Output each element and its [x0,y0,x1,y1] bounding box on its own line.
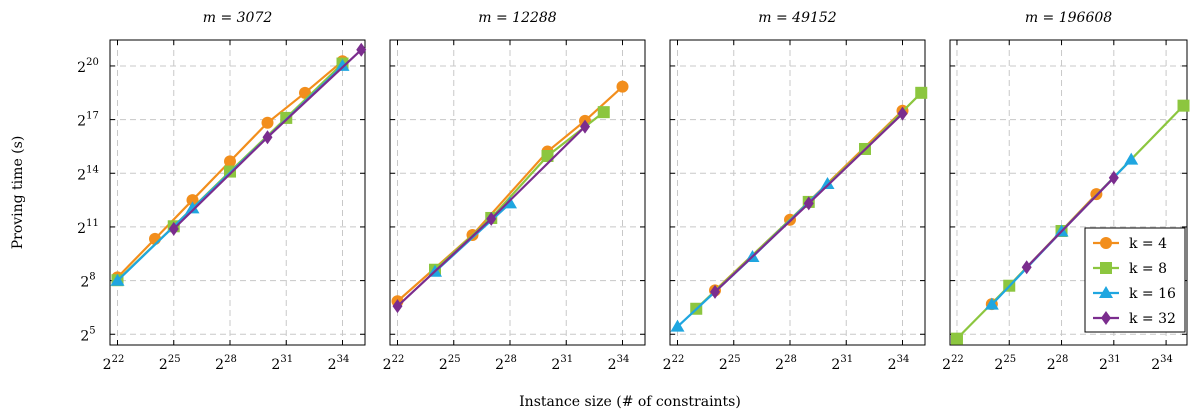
data-point [1108,170,1119,185]
legend-entry: k = 16 [1093,286,1176,302]
x-tick-label: 228 [215,354,237,373]
x-tick-label: 231 [271,354,293,373]
x-tick-label: 222 [103,354,125,373]
legend-label: k = 8 [1129,261,1167,277]
data-point [915,86,928,99]
y-tick-label: 211 [77,218,99,237]
y-tick-label: 214 [77,164,99,183]
data-point [486,211,497,226]
x-tick-label: 228 [775,354,797,373]
legend-entry: k = 32 [1093,311,1176,327]
x-tick-label: 228 [495,354,517,373]
data-point [261,116,274,129]
data-point [224,155,236,168]
series-k32 [392,119,590,314]
legend-marker [1100,237,1112,249]
legend-entry: k = 4 [1093,236,1167,252]
legend-marker [1101,311,1111,325]
data-point [597,106,610,119]
chart-panel-4: 222 225 228 231 234 m = 196608 [942,10,1190,373]
series-k32 [1021,170,1119,275]
y-tick-label: 217 [77,111,99,130]
x-tick-label: 231 [551,354,573,373]
chart-panel-3: 222 225 228 231 234 m = 49152 [663,10,928,373]
plot-frame [669,39,926,346]
panel-title: m = 49152 [758,10,837,26]
data-point [168,221,179,236]
plot-frame [109,39,366,346]
data-point [670,319,685,332]
data-point [950,332,963,345]
x-tick-label: 222 [663,354,685,373]
x-tick-label: 234 [1151,354,1173,373]
y-tick-label: 220 [77,57,99,76]
plot-frame [949,39,1188,346]
x-tick-label: 225 [439,354,461,373]
legend-label: k = 4 [1129,236,1167,252]
data-point [262,130,273,145]
panel-title: m = 3072 [203,10,273,26]
data-point [186,194,199,207]
y-tick-label: 25 [80,325,95,344]
x-tick-label: 234 [608,354,630,373]
y-tick-label: 28 [80,272,95,291]
series-k32 [710,106,908,299]
data-point [392,299,403,314]
chart-panel-2: 222 225 228 231 234 m = 12288 [383,10,646,373]
legend-marker [1100,262,1112,274]
data-point [803,196,814,211]
legend-marker [1099,286,1113,298]
x-tick-label: 222 [383,354,405,373]
x-tick-label: 234 [888,354,910,373]
legend-label: k = 32 [1129,311,1176,327]
plot-frame [389,39,646,346]
data-point [356,42,367,57]
data-point [897,106,908,121]
data-point [110,273,125,286]
x-tick-label: 225 [719,354,741,373]
x-tick-label: 222 [942,354,964,373]
data-point [1177,99,1190,112]
panel-title: m = 12288 [478,10,557,26]
data-point [185,201,200,214]
x-tick-label: 225 [994,354,1016,373]
series-k32 [168,42,367,236]
data-point [1124,152,1139,165]
data-point [541,149,554,162]
data-point [710,284,720,299]
data-point [1021,260,1032,275]
legend: k = 4 k = 8 k = 16 k = 32 [1084,227,1186,333]
y-axis-label: Proving time (s) [10,136,26,250]
legend-entry: k = 8 [1093,261,1167,277]
data-point [820,177,835,190]
data-point [580,119,590,134]
x-tick-label: 228 [1047,354,1069,373]
data-point [984,297,999,310]
data-point [616,80,629,93]
series-line [1025,176,1115,268]
x-tick-label: 234 [328,354,350,373]
chart-panel-1: 222 225 228 231 234 25 28 211 214 217 220 m = 3072 [77,10,367,373]
x-axis-label: Instance size (# of constraints) [519,394,741,410]
x-tick-label: 231 [831,354,853,373]
legend-label: k = 16 [1129,286,1176,302]
x-tick-label: 225 [159,354,181,373]
data-point [335,58,350,71]
x-tick-label: 231 [1099,354,1121,373]
panel-title: m = 196608 [1025,10,1112,26]
